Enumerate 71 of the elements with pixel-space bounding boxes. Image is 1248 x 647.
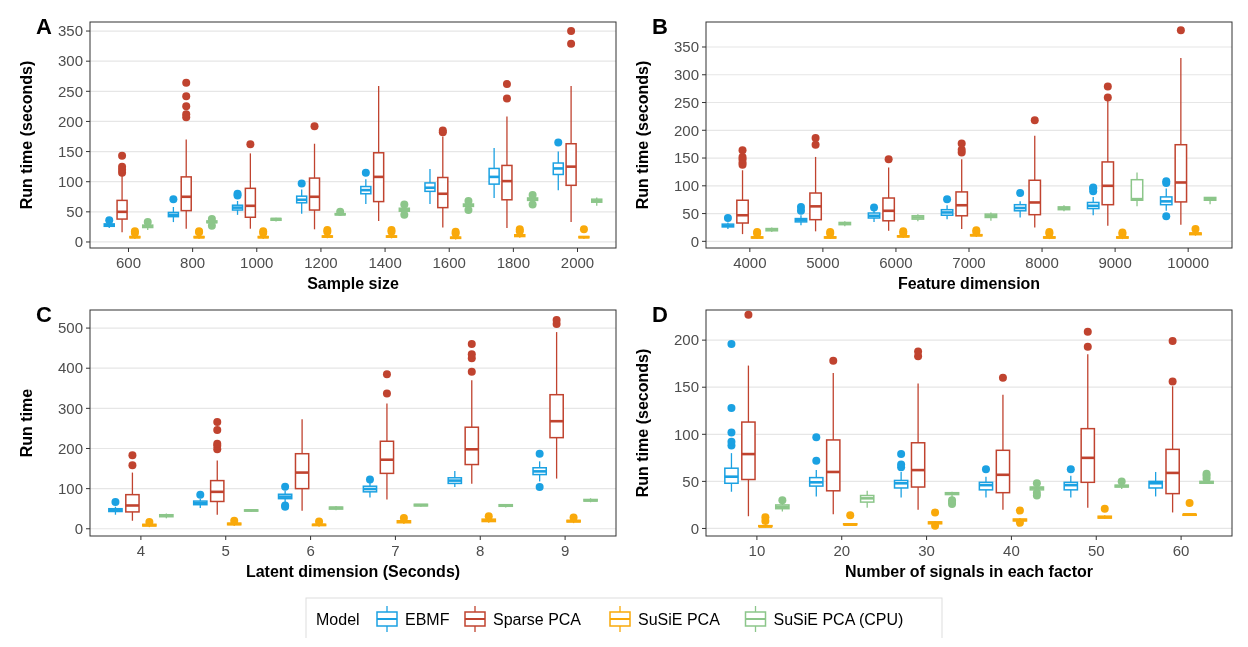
x-tick-label: 800 <box>180 254 206 271</box>
y-axis-title: Run time <box>18 388 35 458</box>
x-tick-label: 50 <box>1087 542 1105 559</box>
y-tick-label: 100 <box>57 479 83 497</box>
y-tick-label: 100 <box>57 172 83 190</box>
x-tick-label: 1200 <box>304 254 338 271</box>
x-tick-label: 5 <box>221 542 230 559</box>
chart-title: C <box>36 302 52 327</box>
y-tick-label: 150 <box>673 378 699 396</box>
y-axis-title: Run time (seconds) <box>634 60 651 210</box>
legend-label: EBMF <box>405 610 450 628</box>
x-axis-title: Latent dimension (Seconds) <box>245 563 461 580</box>
y-tick-label: 300 <box>57 52 83 70</box>
x-tick-label: 60 <box>1172 542 1190 559</box>
x-tick-label: 6 <box>306 542 315 559</box>
y-tick-label: 0 <box>74 520 83 538</box>
x-tick-label: 9000 <box>1098 254 1132 271</box>
x-tick-label: 8000 <box>1025 254 1059 271</box>
x-tick-label: 6000 <box>879 254 913 271</box>
x-tick-label: 10000 <box>1167 254 1210 271</box>
legend-label: SuSiE PCA (CPU) <box>773 610 904 628</box>
y-tick-label: 100 <box>673 177 699 195</box>
x-tick-label: 4000 <box>733 254 767 271</box>
y-axis-title: Run time (seconds) <box>18 60 35 210</box>
chart-title: B <box>652 14 668 39</box>
y-tick-label: 50 <box>682 472 699 490</box>
x-tick-label: 7 <box>391 542 400 559</box>
x-tick-label: 1600 <box>432 254 466 271</box>
y-tick-label: 250 <box>57 82 83 100</box>
y-tick-label: 0 <box>690 519 699 537</box>
x-tick-label: 30 <box>918 542 935 559</box>
chart-title: D <box>652 302 668 327</box>
x-tick-label: 2000 <box>560 254 595 271</box>
legend-label: Sparse PCA <box>493 610 582 628</box>
y-tick-label: 50 <box>682 204 699 222</box>
x-tick-label: 10 <box>748 542 766 559</box>
y-tick-label: 300 <box>673 66 699 83</box>
y-tick-label: 350 <box>673 38 699 56</box>
x-tick-label: 1400 <box>368 254 402 271</box>
y-tick-label: 50 <box>66 203 83 221</box>
y-tick-label: 0 <box>74 233 83 251</box>
chart-title: A <box>36 14 52 39</box>
legend-label: SuSiE PCA <box>638 610 721 628</box>
y-tick-label: 250 <box>673 93 699 111</box>
x-tick-label: 40 <box>1003 542 1020 559</box>
y-tick-label: 200 <box>57 112 83 130</box>
x-tick-label: 20 <box>833 542 851 559</box>
y-tick-label: 350 <box>57 22 83 40</box>
x-tick-label: 4 <box>136 542 146 559</box>
x-axis-title: Number of signals in each factor <box>844 563 1094 580</box>
y-tick-label: 200 <box>673 121 699 139</box>
x-tick-label: 9 <box>560 542 570 559</box>
x-axis-title: Feature dimension <box>897 275 1041 292</box>
x-tick-label: 600 <box>115 254 141 271</box>
x-axis-title: Sample size <box>307 275 399 292</box>
y-tick-label: 100 <box>673 425 699 443</box>
x-tick-label: 5000 <box>806 254 840 271</box>
y-tick-label: 300 <box>57 399 83 417</box>
x-tick-label: 8 <box>476 542 485 559</box>
y-tick-label: 150 <box>673 149 699 167</box>
y-tick-label: 200 <box>57 439 83 457</box>
y-tick-label: 400 <box>57 359 83 377</box>
y-tick-label: 0 <box>690 232 699 250</box>
y-axis-title: Run time (seconds) <box>634 348 651 498</box>
y-tick-label: 150 <box>57 142 83 160</box>
x-tick-label: 7000 <box>952 254 986 271</box>
y-tick-label: 500 <box>57 319 83 337</box>
x-tick-label: 1000 <box>240 254 274 271</box>
x-tick-label: 1800 <box>496 254 531 271</box>
legend-title: Model <box>316 610 360 628</box>
y-tick-label: 200 <box>673 331 699 349</box>
